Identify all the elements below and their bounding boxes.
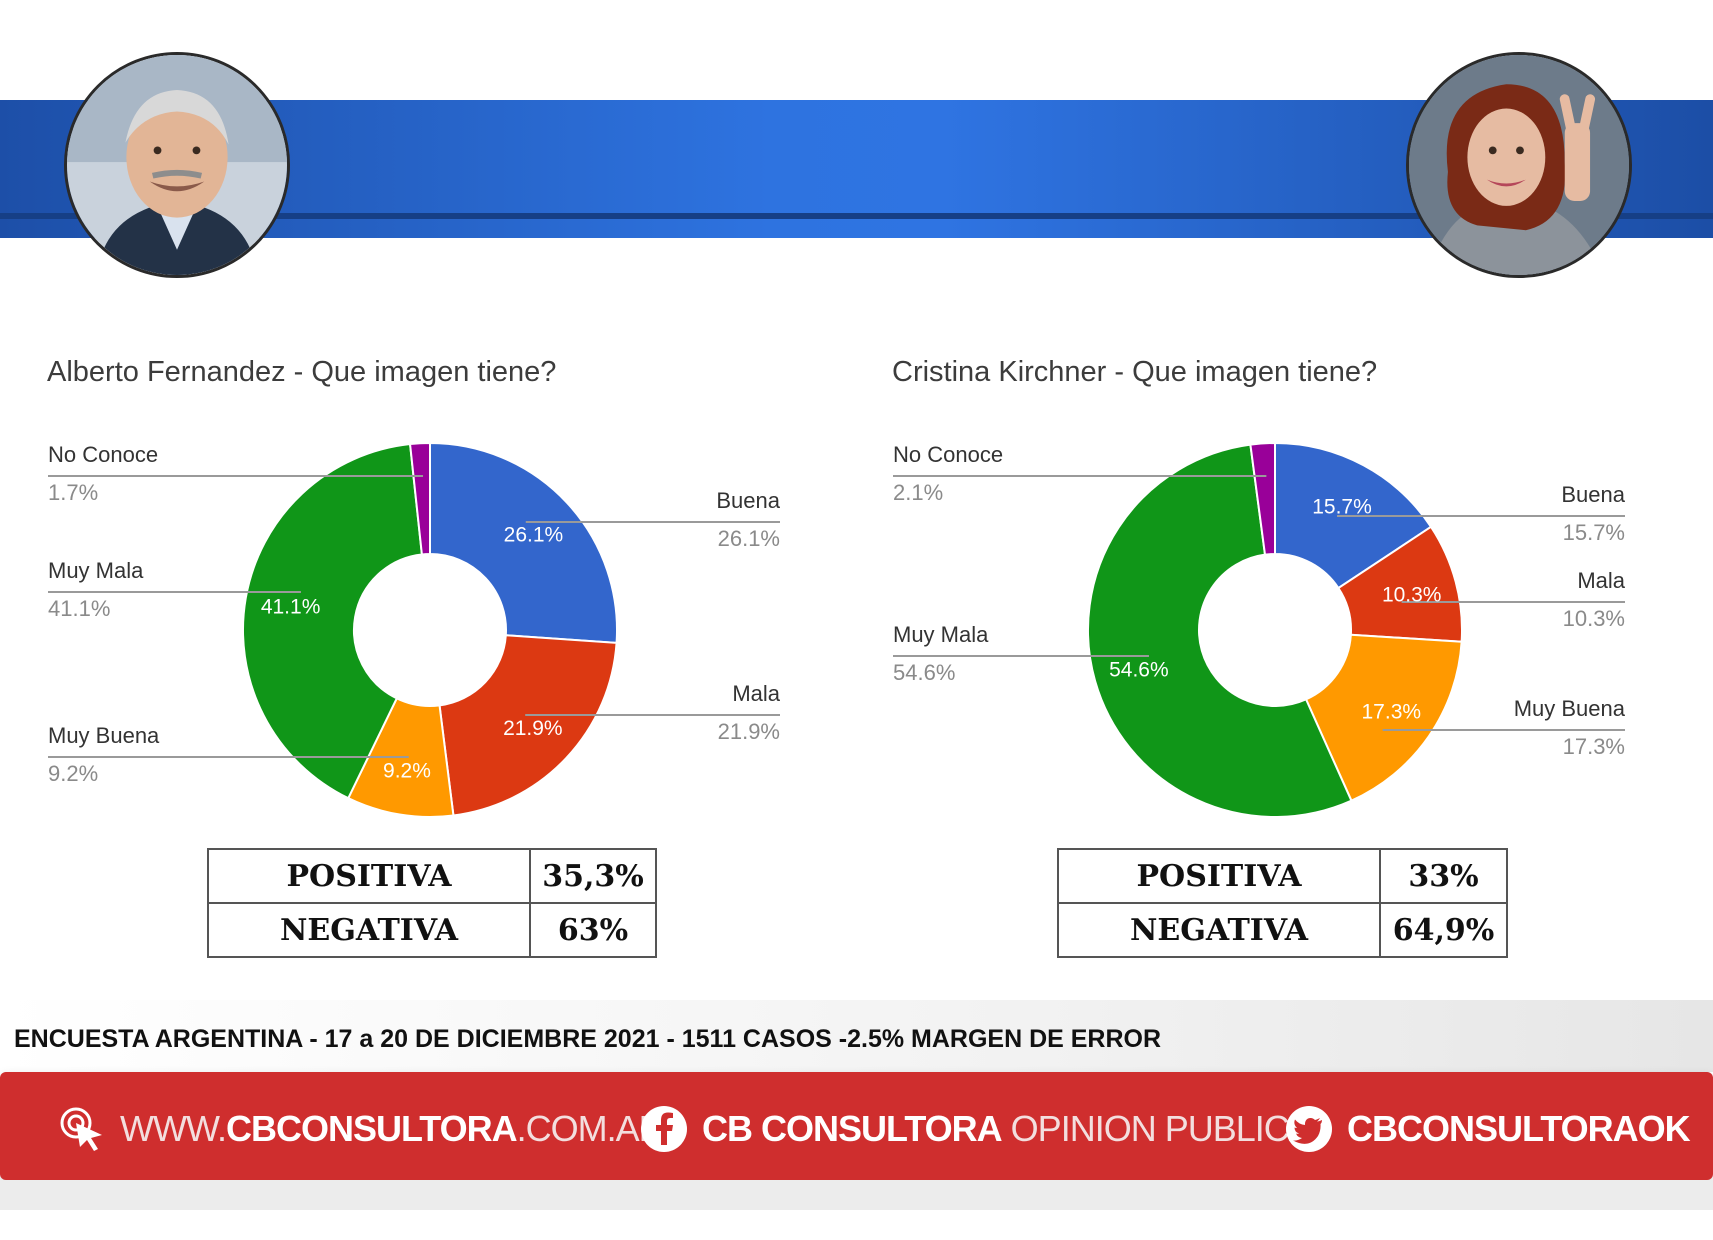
slice-value-label-muy-buena: 17.3% — [1362, 701, 1422, 724]
slice-no-conoce — [408, 441, 431, 556]
legend-value-muy-mala: 54.6% — [893, 660, 955, 685]
slice-muy-mala — [242, 442, 423, 800]
summary-row-negativa: NEGATIVA 64,9% — [1057, 902, 1508, 958]
legend-label-no-conoce: No Conoce — [48, 442, 158, 467]
negativa-value: 64,9% — [1379, 902, 1508, 958]
slice-muy-buena — [1304, 633, 1463, 802]
legend-value-muy-buena: 17.3% — [1563, 734, 1625, 759]
slice-value-label-muy-mala: 41.1% — [261, 596, 321, 619]
website-link[interactable]: WWW. CBCONSULTORA .COM.AR — [58, 1105, 665, 1153]
legend-label-buena: Buena — [716, 488, 780, 513]
slice-value-label-muy-buena: 9.2% — [383, 760, 431, 783]
slice-value-label-mala: 21.9% — [503, 717, 563, 740]
legend-value-no-conoce: 2.1% — [893, 480, 943, 505]
negativa-label: NEGATIVA — [207, 902, 531, 958]
legend-value-buena: 15.7% — [1563, 520, 1625, 545]
negativa-value: 63% — [529, 902, 657, 958]
slice-mala — [438, 634, 618, 817]
facebook-subtitle: OPINION PUBLICA — [1001, 1108, 1313, 1149]
chart-title-alberto: Alberto Fernandez - Que imagen tiene? — [47, 356, 557, 388]
social-bar — [0, 1072, 1713, 1180]
summary-table-alberto: POSITIVA 35,3% NEGATIVA 63% — [207, 848, 657, 958]
summary-table-cristina: POSITIVA 33% NEGATIVA 64,9% — [1057, 848, 1508, 958]
positiva-value: 33% — [1379, 848, 1508, 904]
legend-value-muy-buena: 9.2% — [48, 761, 98, 786]
slice-value-label-buena: 15.7% — [1312, 495, 1372, 518]
legend-value-buena: 26.1% — [718, 526, 780, 551]
summary-row-positiva: POSITIVA 35,3% — [207, 848, 657, 904]
legend-value-no-conoce: 1.7% — [48, 480, 98, 505]
chart-title-cristina: Cristina Kirchner - Que imagen tiene? — [892, 356, 1378, 388]
website-suffix: .COM.AR — [516, 1108, 665, 1149]
legend-value-muy-mala: 41.1% — [48, 596, 110, 621]
header-banner-line — [0, 213, 1713, 219]
legend-label-muy-buena: Muy Buena — [1514, 696, 1626, 721]
slice-muy-mala — [1087, 443, 1353, 818]
survey-info: ENCUESTA ARGENTINA - 17 a 20 DE DICIEMBR… — [14, 1025, 1162, 1053]
legend-label-muy-mala: Muy Mala — [893, 622, 989, 647]
facebook-link[interactable]: CB CONSULTORA OPINION PUBLICA — [640, 1105, 1313, 1153]
avatar-cristina-kirchner — [1406, 52, 1632, 278]
summary-row-negativa: NEGATIVA 63% — [207, 902, 657, 958]
footer-band — [0, 1000, 1713, 1072]
legend-label-buena: Buena — [1561, 482, 1625, 507]
legend-value-mala: 21.9% — [718, 719, 780, 744]
cursor-click-icon — [60, 1107, 102, 1151]
negativa-label: NEGATIVA — [1057, 902, 1381, 958]
legend-label-muy-mala: Muy Mala — [48, 558, 144, 583]
twitter-icon — [1286, 1106, 1332, 1152]
legend-value-mala: 10.3% — [1563, 606, 1625, 631]
twitter-handle: CBCONSULTORAOK — [1347, 1108, 1691, 1149]
website-name: CBCONSULTORA — [225, 1108, 518, 1149]
donut-chart-alberto: 26.1% Buena 26.1% 21.9% Mala 21.9% 9.2% Muy Bue… — [48, 441, 781, 818]
facebook-name: CB CONSULTORA — [702, 1108, 1003, 1149]
avatar-alberto-fernandez — [64, 52, 290, 278]
slice-value-label-mala: 10.3% — [1382, 584, 1442, 607]
website-prefix: WWW. — [120, 1108, 227, 1149]
slice-buena — [429, 441, 618, 644]
bottom-band — [0, 1180, 1713, 1210]
legend-label-mala: Mala — [732, 681, 780, 706]
legend-label-no-conoce: No Conoce — [893, 442, 1003, 467]
facebook-icon — [641, 1106, 687, 1152]
donut-chart-cristina: 15.7% Buena 15.7% 10.3% Mala 10.3% 17.3% Muy Bu… — [893, 441, 1626, 818]
slice-value-label-muy-mala: 54.6% — [1109, 659, 1169, 682]
twitter-link[interactable]: CBCONSULTORAOK — [1285, 1105, 1691, 1153]
legend-label-mala: Mala — [1577, 568, 1625, 593]
slice-value-label-buena: 26.1% — [504, 523, 564, 546]
slice-no-conoce — [1249, 441, 1276, 556]
legend-label-muy-buena: Muy Buena — [48, 723, 160, 748]
positiva-label: POSITIVA — [1057, 848, 1381, 904]
positiva-label: POSITIVA — [207, 848, 531, 904]
summary-row-positiva: POSITIVA 33% — [1057, 848, 1508, 904]
positiva-value: 35,3% — [529, 848, 657, 904]
